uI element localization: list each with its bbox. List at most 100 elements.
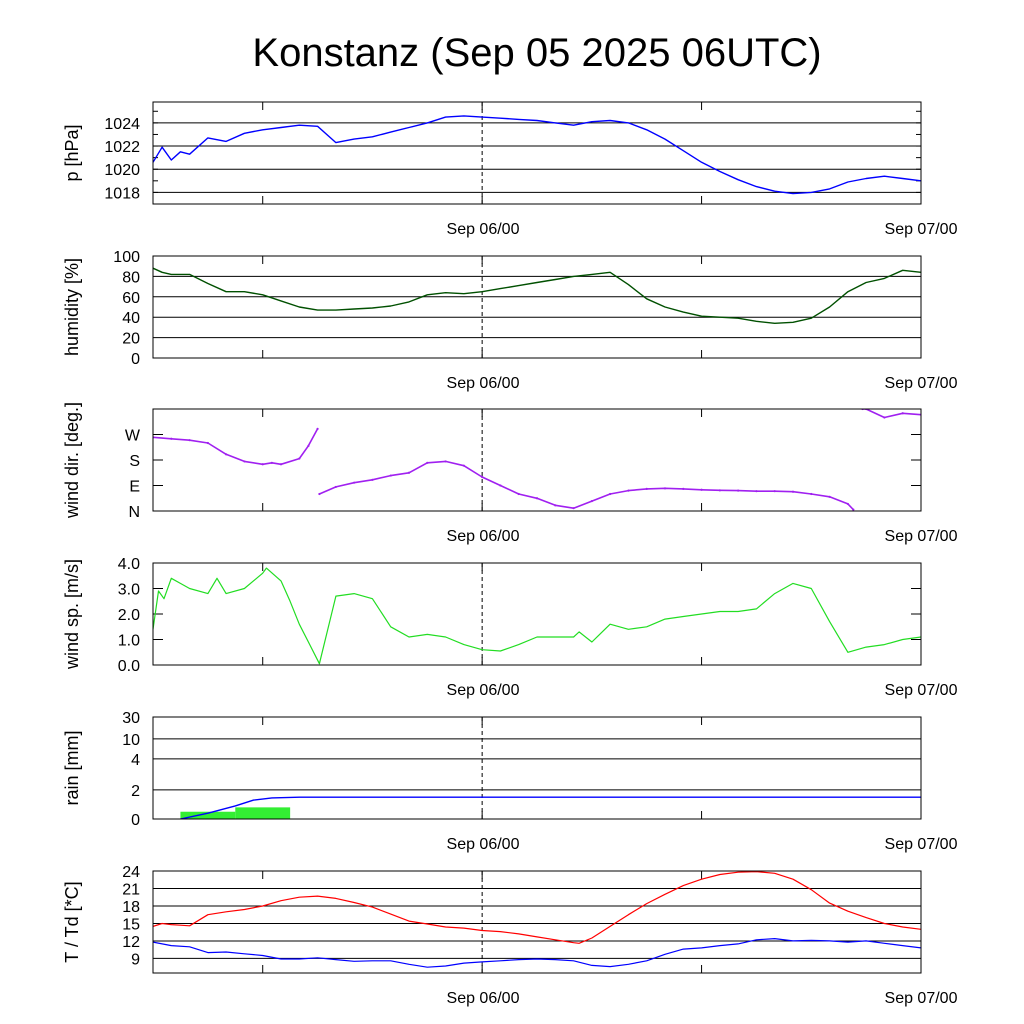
wind-direction-point bbox=[883, 416, 886, 419]
y-tick-label: 10 bbox=[122, 732, 140, 749]
wind-direction-point bbox=[261, 463, 264, 466]
rain-bar-1 bbox=[235, 807, 291, 819]
x-tick-label: Sep 07/00 bbox=[885, 836, 958, 853]
y-tick-label: 2 bbox=[131, 783, 140, 800]
dewpoint-line bbox=[153, 937, 921, 968]
wind-direction-segment-0 bbox=[153, 428, 319, 466]
panel-data bbox=[180, 796, 921, 819]
x-tick-label: Sep 06/00 bbox=[447, 375, 520, 392]
wind-direction-point bbox=[755, 490, 758, 493]
y-axis-label: wind dir. [deg.] bbox=[62, 402, 82, 519]
y-tick-label: 21 bbox=[122, 881, 140, 898]
wind-direction-point bbox=[852, 508, 855, 511]
chart-title: Konstanz (Sep 05 2025 06UTC) bbox=[252, 31, 821, 75]
wind-direction-point bbox=[270, 461, 273, 464]
y-axis-label: T / Td [*C] bbox=[62, 881, 82, 962]
y-tick-label: 3.0 bbox=[118, 582, 140, 599]
y-tick-label: W bbox=[125, 428, 141, 445]
wind-direction-point bbox=[645, 487, 648, 490]
wind-direction-point bbox=[901, 412, 904, 415]
y-tick-label: 60 bbox=[122, 290, 140, 307]
panel-frame bbox=[152, 562, 922, 666]
x-tick-label: Sep 06/00 bbox=[447, 836, 520, 853]
wind-direction-point bbox=[307, 444, 310, 447]
wind-direction-point bbox=[663, 487, 667, 490]
panel-data bbox=[153, 871, 921, 968]
y-tick-label: 100 bbox=[113, 249, 140, 266]
wind-direction-point bbox=[334, 485, 337, 489]
panel-humidity: 100 80 60 40 20 0 Sep 06/00 Sep 07/00 humidity [… bbox=[62, 249, 958, 392]
wind-direction-point bbox=[444, 460, 447, 463]
x-tick-label: Sep 06/00 bbox=[447, 528, 520, 545]
panel-frame bbox=[152, 408, 922, 512]
y-tick-label: 80 bbox=[122, 269, 140, 286]
y-tick-label: 15 bbox=[122, 916, 140, 933]
panel-wind-speed: 4.0 3.0 2.0 1.0 0.0 Sep 06/00 Sep 07/00 wind sp… bbox=[62, 556, 958, 699]
panel-frame bbox=[152, 716, 922, 820]
wind-direction-point bbox=[353, 481, 356, 484]
wind-direction-point bbox=[737, 489, 740, 492]
y-tick-label: 0 bbox=[131, 351, 140, 368]
panel-data bbox=[153, 267, 921, 324]
y-tick-label: 9 bbox=[131, 951, 140, 968]
panel-frame bbox=[152, 870, 922, 974]
panel-data bbox=[153, 567, 921, 665]
y-tick-label: 24 bbox=[122, 864, 140, 881]
rain-accumulated-line bbox=[180, 796, 921, 819]
pressure-line bbox=[153, 115, 921, 195]
x-tick-label: Sep 07/00 bbox=[885, 375, 958, 392]
y-tick-label: 1.0 bbox=[118, 633, 140, 650]
wind-direction-point bbox=[627, 489, 630, 492]
wind-direction-point bbox=[206, 441, 209, 445]
wind-direction-point bbox=[298, 457, 301, 460]
temperature-line bbox=[153, 871, 921, 944]
panel-data bbox=[153, 409, 921, 511]
wind-direction-point bbox=[828, 495, 831, 498]
y-tick-label: 12 bbox=[122, 934, 140, 951]
y-tick-label: 18 bbox=[122, 899, 140, 916]
x-tick-label: Sep 07/00 bbox=[885, 990, 958, 1007]
y-tick-label: 4 bbox=[131, 752, 140, 769]
wind-direction-point bbox=[718, 489, 721, 492]
wind-direction-point bbox=[316, 427, 319, 430]
y-tick-label: 2.0 bbox=[118, 607, 140, 624]
y-tick-label: S bbox=[129, 453, 140, 470]
wind-direction-point bbox=[700, 488, 703, 491]
panel-frame bbox=[152, 101, 922, 205]
wind-direction-point bbox=[225, 453, 228, 456]
y-tick-label: 4.0 bbox=[118, 556, 140, 573]
y-tick-label: 1018 bbox=[104, 185, 140, 202]
y-tick-label: N bbox=[128, 504, 140, 521]
wind-direction-point bbox=[590, 499, 593, 503]
y-tick-label: 20 bbox=[122, 331, 140, 348]
wind-direction-point bbox=[170, 437, 173, 440]
y-tick-label: 0.0 bbox=[118, 658, 140, 675]
panel-frame bbox=[152, 255, 922, 359]
y-axis-label: rain [mm] bbox=[62, 730, 82, 805]
y-axis-label: wind sp. [m/s] bbox=[62, 559, 82, 670]
y-tick-label: 40 bbox=[122, 310, 140, 327]
y-tick-label: 30 bbox=[122, 710, 140, 727]
wind-direction-point bbox=[773, 490, 776, 493]
wind-direction-point bbox=[609, 492, 612, 496]
x-tick-label: Sep 06/00 bbox=[447, 682, 520, 699]
wind-direction-point bbox=[499, 484, 502, 487]
panel-rain: 30 10 4 2 0 Sep 06/00 Sep 07/00 rain [mm] bbox=[62, 710, 958, 853]
rain-bar-0 bbox=[180, 811, 236, 819]
wind-direction-point bbox=[389, 474, 392, 477]
wind-direction-point bbox=[846, 502, 849, 506]
wind-direction-point bbox=[791, 490, 795, 493]
wind-direction-point bbox=[243, 460, 246, 463]
wind-speed-line bbox=[153, 567, 921, 665]
x-tick-label: Sep 07/00 bbox=[885, 682, 958, 699]
panel-pressure: 1024 1022 1020 1018 Sep 06/00 Sep 07/00 p [hPa… bbox=[62, 101, 958, 238]
wind-direction-point bbox=[554, 504, 557, 507]
wind-direction-point bbox=[318, 492, 321, 496]
wind-direction-point bbox=[535, 497, 539, 500]
wind-direction-point bbox=[810, 492, 813, 496]
y-tick-label: 0 bbox=[131, 812, 140, 829]
